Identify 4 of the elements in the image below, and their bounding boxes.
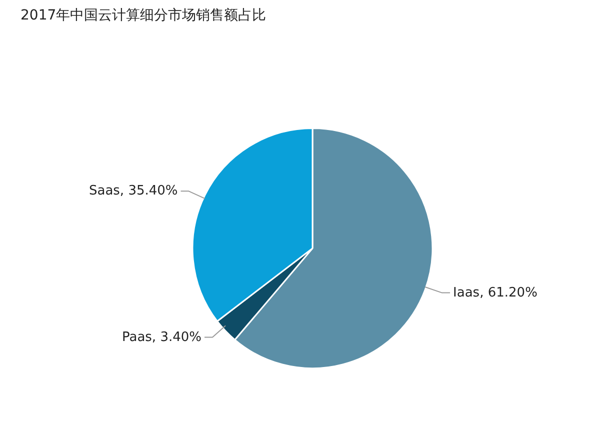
slice-label: Iaas, 61.20% <box>453 285 538 300</box>
slice-label: Paas, 3.40% <box>122 330 202 345</box>
chart-title: 2017年中国云计算细分市场销售额占比 <box>20 8 266 24</box>
slice-label: Saas, 35.40% <box>88 184 178 199</box>
